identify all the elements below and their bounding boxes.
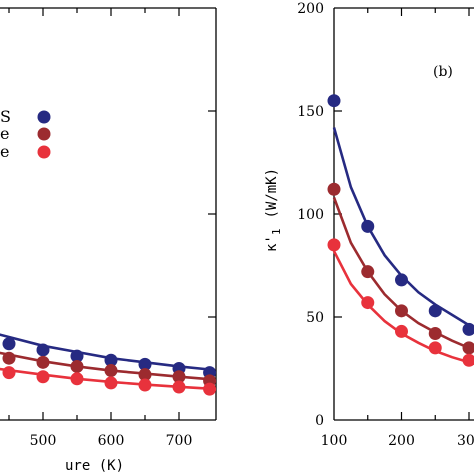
panel-a-point-2	[104, 376, 118, 390]
panel-a: 500 600 700 See ure (K)	[0, 7, 217, 474]
panel-b-point-1	[327, 182, 341, 196]
panel-b-y-axis-label: κ'1(W/mK)	[264, 168, 283, 252]
panel-a-point-1	[138, 368, 152, 382]
panel-a-point-2	[203, 382, 217, 396]
panel-b-point-1	[462, 341, 474, 355]
panel-a-legend-label: e	[0, 142, 9, 161]
panel-a-point-2	[138, 378, 152, 392]
panel-a-x-tick-label: 700	[166, 433, 193, 449]
panel-a-point-1	[70, 359, 84, 373]
panel-a-point-2	[70, 372, 84, 386]
panel-b-y-tick-label: 150	[297, 104, 324, 120]
panel-b-point-2	[361, 296, 375, 310]
panel-a-point-1	[2, 351, 16, 365]
panel-a-legend-label: e	[0, 124, 9, 143]
panel-b-point-2	[462, 353, 474, 367]
panel-b-fit-curves	[332, 127, 474, 365]
panel-a-point-0	[70, 349, 84, 363]
panel-a-legend-label: S	[0, 107, 11, 126]
panel-a-legend: See	[0, 107, 51, 161]
panel-b-data-points	[327, 94, 474, 367]
panel-a-point-2	[172, 380, 186, 394]
panel-b-y-tick-label: 50	[306, 310, 324, 326]
panel-b-x-tick-label: 30	[457, 433, 474, 449]
panel-b-y-tick-label: 100	[297, 207, 324, 223]
panel-b-fit-line-0	[332, 127, 474, 329]
panel-a-legend-marker	[37, 127, 51, 141]
panel-a-point-2	[36, 370, 50, 384]
panel-b-point-0	[395, 273, 408, 287]
panel-a-point-0	[36, 343, 50, 357]
panel-b: 0 50 100 150 200 100 200 30 (b) κ'1(W/mK)	[264, 1, 474, 449]
panel-a-point-1	[104, 364, 118, 378]
panel-b-fit-line-1	[332, 197, 474, 351]
panel-b-point-0	[462, 322, 474, 336]
panel-b-point-2	[428, 341, 442, 355]
panel-a-point-1	[172, 370, 186, 384]
panel-b-x-tick-label: 100	[321, 433, 348, 449]
panel-b-point-0	[428, 304, 442, 318]
panel-a-point-0	[2, 337, 16, 351]
panel-a-legend-marker	[37, 145, 51, 159]
panel-b-point-1	[361, 265, 375, 279]
panel-b-point-1	[428, 326, 442, 340]
panel-b-ticks: 0 50 100 150 200 100 200 30	[297, 1, 474, 449]
panel-a-x-axis-label: ure (K)	[65, 458, 124, 474]
panel-b-fit-line-2	[332, 250, 474, 365]
panel-a-x-tick-label: 500	[30, 433, 57, 449]
panel-a-ticks: 500 600 700	[0, 7, 217, 449]
panel-a-point-2	[2, 366, 16, 380]
panel-b-point-0	[327, 94, 341, 108]
panel-b-y-tick-label: 200	[297, 1, 324, 17]
panel-b-y-tick-label: 0	[315, 413, 324, 429]
panel-a-x-tick-label: 600	[98, 433, 125, 449]
panel-a-point-1	[36, 355, 50, 369]
panel-b-point-2	[327, 238, 341, 252]
panel-a-legend-marker	[37, 110, 51, 124]
panel-b-point-0	[361, 219, 375, 233]
panel-b-point-2	[395, 324, 408, 338]
panel-a-point-0	[138, 357, 152, 371]
panel-b-label: (b)	[433, 64, 453, 80]
panel-b-x-tick-label: 200	[388, 433, 415, 449]
panel-b-point-1	[395, 304, 408, 318]
panel-a-point-0	[104, 353, 118, 367]
panel-a-data-points	[2, 337, 217, 396]
